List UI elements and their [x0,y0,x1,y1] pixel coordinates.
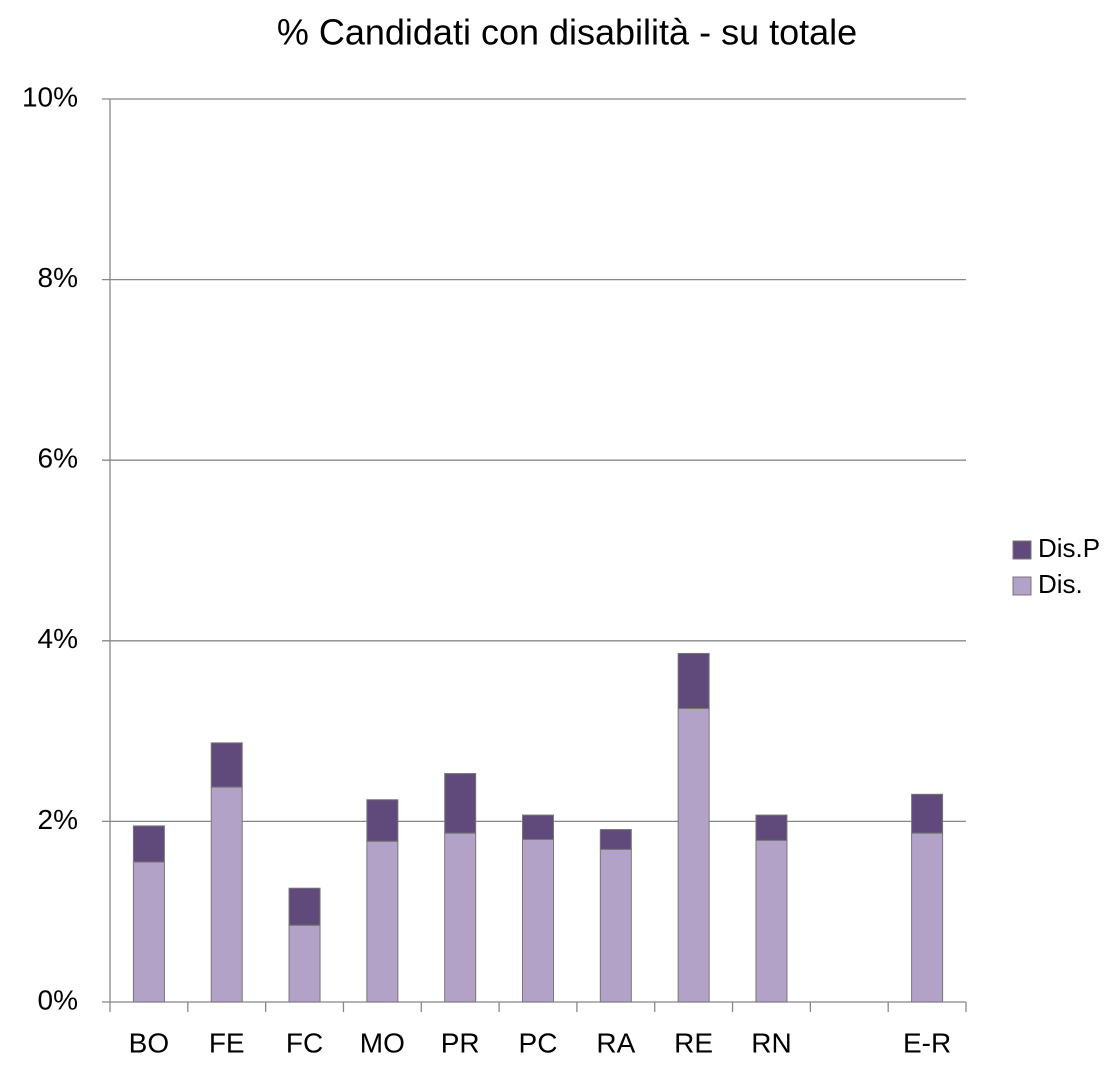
x-tick-label: E-R [903,1027,951,1058]
bar-segment [444,773,477,834]
y-tick-label: 6% [38,443,78,474]
bar-segment [132,861,165,1003]
y-tick-label: 8% [38,262,78,293]
legend-swatch [1012,576,1032,596]
bar-segment [599,829,632,850]
bar-segment [911,832,944,1003]
bar-segment [522,838,554,1003]
x-tick-label: MO [360,1027,405,1058]
bar-segment [132,825,165,863]
bar-segment [677,708,710,1003]
y-tick-label: 4% [38,623,78,654]
y-tick-label: 2% [38,804,78,835]
x-tick-label: PC [519,1027,558,1058]
x-tick-label: RN [751,1027,791,1058]
chart-title: % Candidati con disabilità - su totale [277,12,857,53]
x-tick-label: FC [286,1027,323,1058]
x-tick-label: FE [209,1027,245,1058]
bar-segment [911,793,944,834]
legend-label: Dis. [1038,569,1083,599]
bar-segment [677,652,710,710]
legend-label: Dis.P [1038,533,1100,563]
bar-segment [444,832,477,1003]
bar-segment [366,840,399,1003]
x-tick-label: BO [129,1027,169,1058]
x-tick-label: PR [441,1027,480,1058]
bar-segment [210,786,243,1003]
bar-segment [210,742,243,788]
bar-segment [755,814,788,841]
bar-segment [288,924,321,1003]
y-tick-label: 0% [38,984,78,1015]
x-tick-label: RE [674,1027,713,1058]
y-tick-label: 10% [22,81,78,112]
bar-segment [366,799,399,842]
legend-swatch [1012,540,1032,560]
bar-segment [599,848,632,1003]
x-tick-label: RA [596,1027,635,1058]
bar-segment [522,814,554,840]
bar-segment [288,887,321,926]
bar-segment [755,839,788,1003]
